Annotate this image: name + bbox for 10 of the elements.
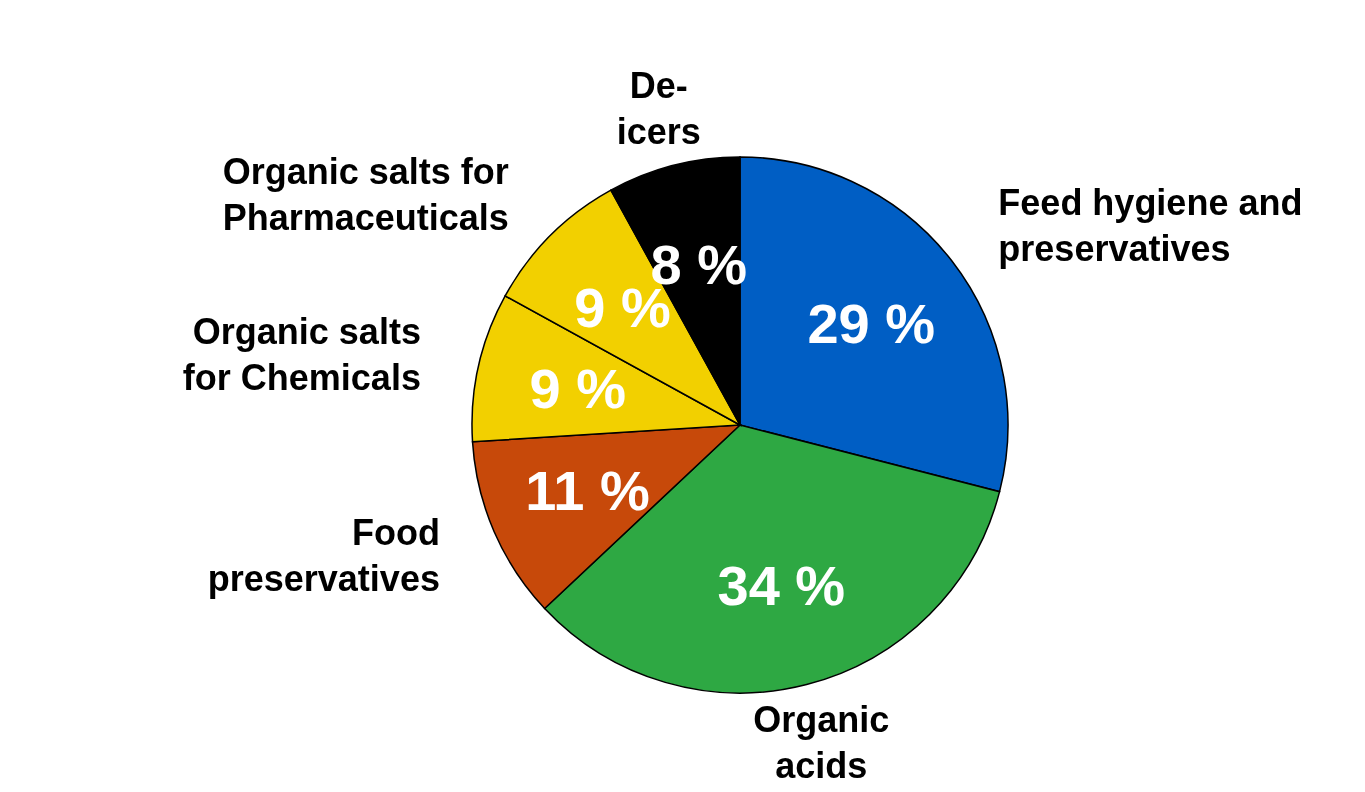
slice-label: De- icers bbox=[616, 64, 701, 152]
data-label: 29 % bbox=[807, 291, 936, 355]
data-label: 11 % bbox=[525, 459, 650, 523]
slice-label: Food preservatives bbox=[207, 511, 440, 599]
slice-label: Organic acids bbox=[753, 698, 890, 786]
slice-label: Organic salts for Chemicals bbox=[182, 310, 421, 398]
slice-label: Organic salts for Pharmaceuticals bbox=[222, 150, 509, 238]
data-label: 34 % bbox=[717, 554, 846, 618]
slice-label: Feed hygiene and preservatives bbox=[998, 181, 1303, 269]
data-label: 9 % bbox=[529, 357, 627, 421]
